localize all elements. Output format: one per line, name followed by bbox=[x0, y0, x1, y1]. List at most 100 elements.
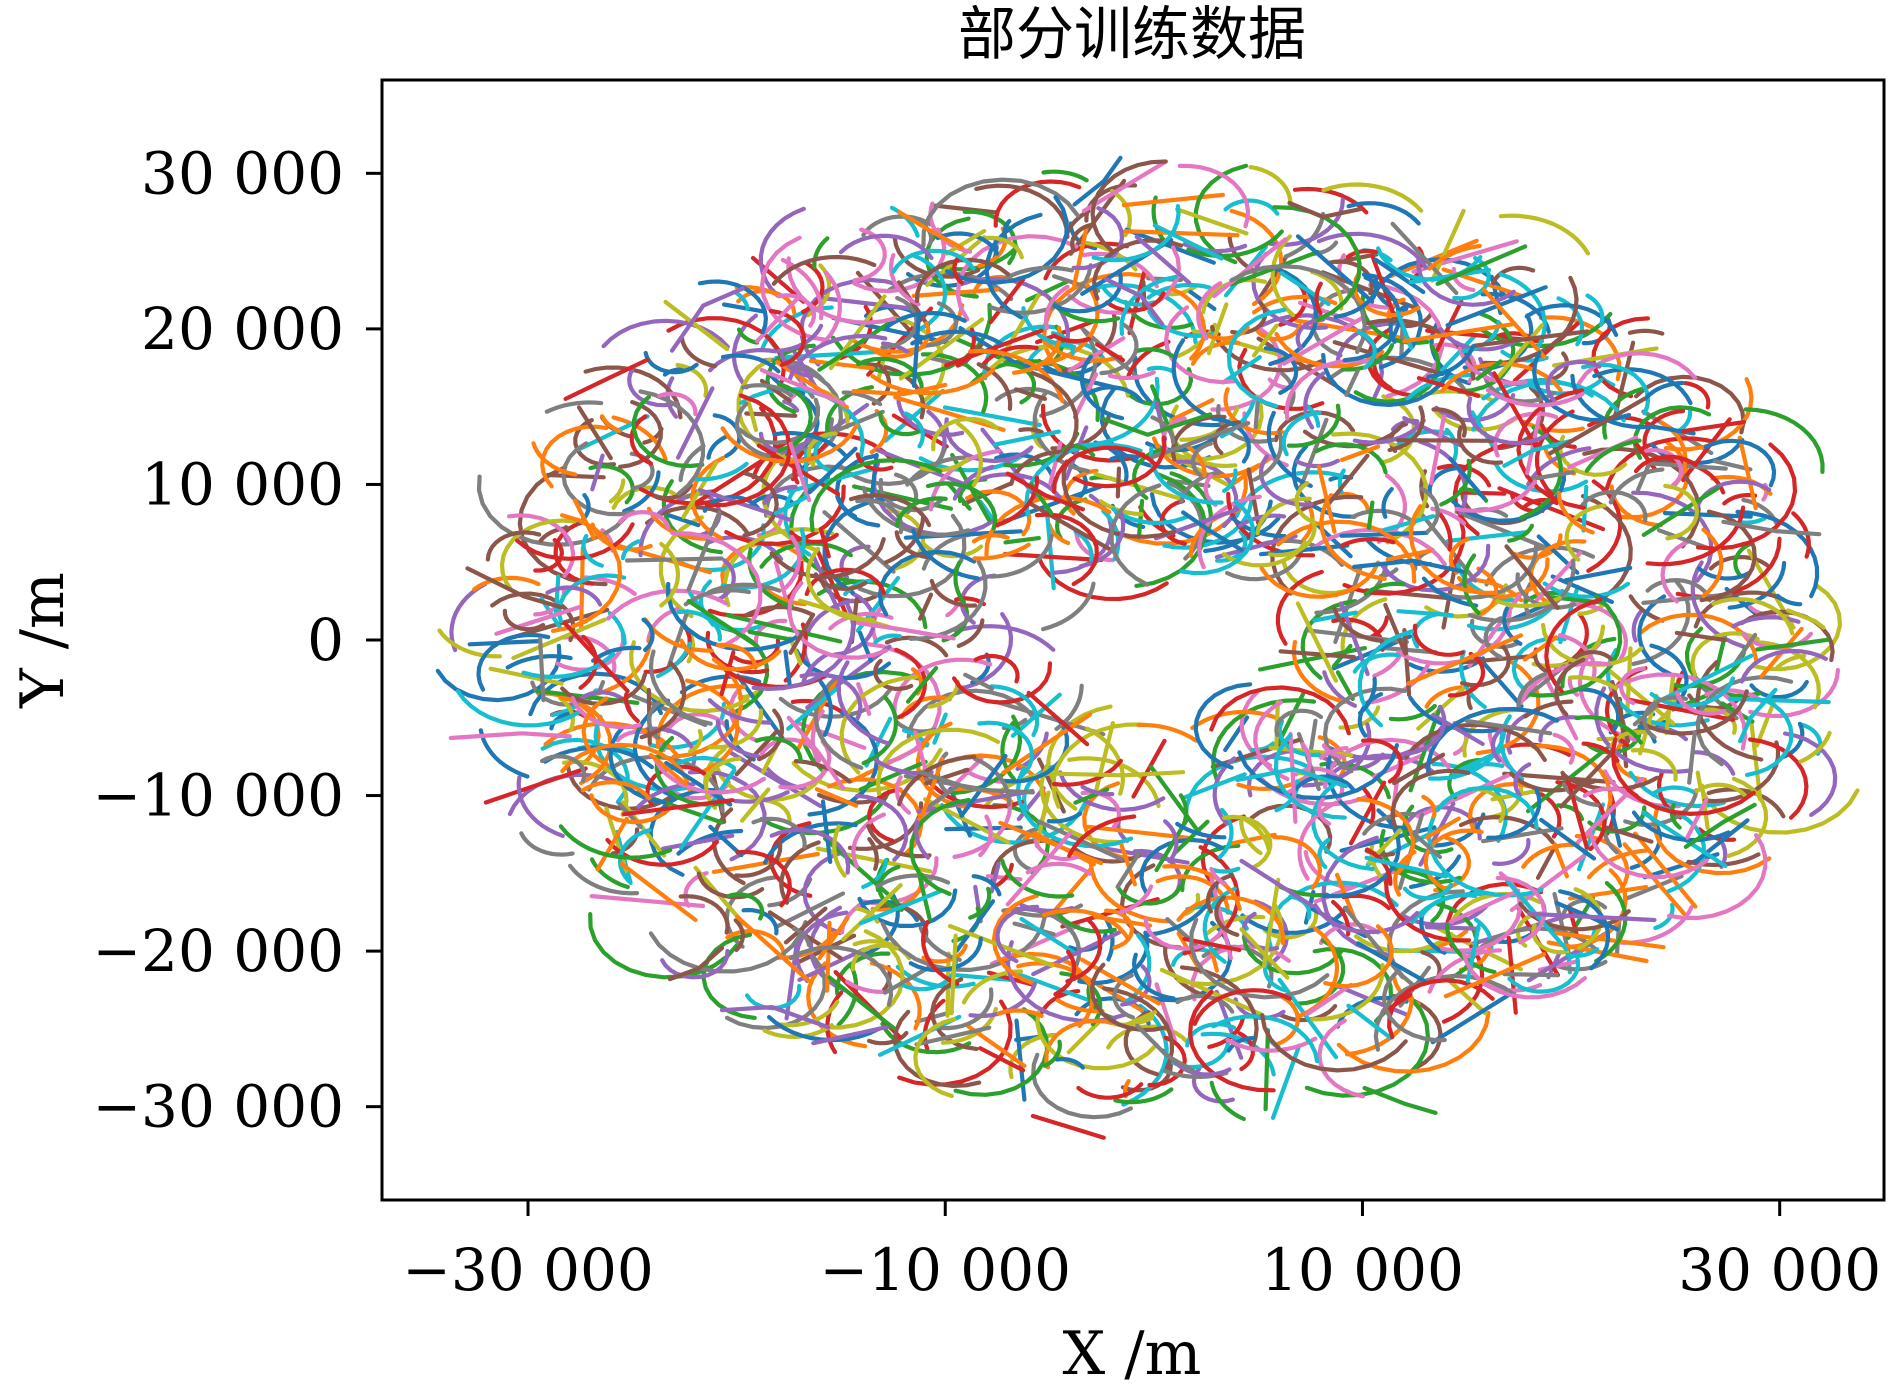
trajectory-segment bbox=[1416, 682, 1471, 731]
trajectory-arc bbox=[1434, 393, 1516, 423]
trajectory-arc bbox=[776, 382, 813, 453]
trajectory-segment bbox=[686, 510, 722, 592]
series-line bbox=[1785, 608, 1826, 630]
trajectory-arc bbox=[1493, 411, 1559, 458]
trajectory-arc bbox=[1798, 730, 1832, 764]
trajectory-arc bbox=[1209, 866, 1227, 886]
trajectory-arc bbox=[1630, 747, 1678, 782]
trajectory-arc bbox=[1294, 774, 1356, 792]
trajectory-arc bbox=[889, 253, 921, 307]
trajectory-arc bbox=[540, 424, 609, 489]
trajectory-arc bbox=[1584, 438, 1642, 473]
trajectory-segment bbox=[590, 453, 605, 492]
trajectory-arc bbox=[1694, 782, 1747, 798]
trajectory-arc bbox=[734, 839, 783, 878]
trajectory-arc bbox=[1237, 513, 1287, 528]
trajectory-arc bbox=[1085, 726, 1125, 796]
series-line bbox=[669, 286, 745, 353]
trajectory-arc bbox=[1037, 358, 1102, 376]
trajectory-segment bbox=[1288, 731, 1298, 824]
trajectory-arc bbox=[778, 687, 893, 719]
trajectory-arc bbox=[955, 234, 1079, 322]
trajectory-arc bbox=[873, 633, 902, 645]
trajectory-segment bbox=[1395, 438, 1495, 443]
trajectory-arc bbox=[1273, 995, 1300, 1047]
trajectory-segment bbox=[1633, 831, 1698, 909]
trajectory-arc bbox=[875, 727, 1001, 796]
trajectory-arc bbox=[1222, 468, 1238, 493]
trajectory-segment bbox=[1454, 509, 1547, 550]
trajectory-arc bbox=[1726, 776, 1769, 858]
trajectory-arc bbox=[1179, 499, 1255, 576]
trajectory-arc bbox=[1107, 370, 1156, 381]
trajectory-segment bbox=[666, 609, 690, 669]
trajectory-arc bbox=[1518, 661, 1612, 705]
trajectory-arc bbox=[652, 756, 767, 795]
trajectory-arc bbox=[1427, 465, 1466, 498]
trajectory-segment bbox=[1559, 749, 1616, 809]
trajectory-segment bbox=[1348, 780, 1387, 846]
series-line bbox=[448, 731, 572, 741]
trajectory-arc bbox=[629, 414, 653, 466]
trajectory-arc bbox=[1121, 1003, 1169, 1107]
trajectory-arc bbox=[1206, 325, 1250, 341]
trajectory-segment bbox=[1642, 852, 1720, 880]
trajectory-arc bbox=[715, 642, 758, 670]
trajectory-segment bbox=[666, 513, 701, 528]
trajectory-segment bbox=[1119, 843, 1137, 887]
trajectory-arc bbox=[660, 948, 730, 980]
trajectory-arc bbox=[1591, 316, 1650, 399]
trajectory-arc bbox=[1151, 195, 1170, 247]
trajectory-arc bbox=[1507, 523, 1535, 543]
trajectory-arc bbox=[1041, 908, 1130, 941]
trajectory-arc bbox=[787, 580, 889, 660]
trajectory-arc bbox=[631, 394, 705, 469]
trajectory-arc bbox=[975, 472, 1062, 500]
trajectory-arc bbox=[880, 341, 913, 357]
series-segment bbox=[1005, 830, 1073, 907]
trajectory-arc bbox=[1574, 715, 1643, 745]
trajectory-arc bbox=[1579, 490, 1648, 523]
trajectory-arc bbox=[1303, 371, 1326, 430]
trajectory-arc bbox=[715, 719, 761, 759]
trajectory-arc bbox=[657, 391, 698, 417]
trajectory-segment bbox=[1183, 772, 1247, 800]
trajectory-arc bbox=[861, 695, 898, 766]
trajectory-segment bbox=[788, 441, 812, 503]
series-line bbox=[1239, 927, 1290, 980]
trajectory-arc bbox=[1572, 687, 1621, 732]
trajectory-segment bbox=[1382, 514, 1436, 532]
trajectory-arc bbox=[1461, 950, 1587, 1000]
trajectory-segment bbox=[1674, 630, 1728, 643]
trajectory-segment bbox=[773, 495, 808, 516]
trajectory-arc bbox=[841, 390, 883, 407]
trajectory-arc bbox=[952, 255, 964, 285]
trajectory-arc bbox=[627, 366, 680, 408]
trajectory-arc bbox=[1163, 819, 1179, 864]
trajectory-arc bbox=[1162, 492, 1254, 550]
trajectory-segment bbox=[1429, 414, 1447, 486]
trajectory-arc bbox=[1270, 234, 1296, 318]
series-line bbox=[667, 945, 725, 982]
trajectory-arc bbox=[1380, 543, 1491, 593]
trajectory-arc bbox=[909, 798, 971, 896]
trajectory-arc bbox=[736, 327, 759, 345]
trajectory-segment bbox=[726, 613, 843, 644]
trajectory-arc bbox=[581, 696, 610, 767]
trajectory-arc bbox=[1042, 1039, 1062, 1068]
trajectory-arc bbox=[1447, 651, 1486, 698]
x-tick-label: 30 000 bbox=[1678, 1236, 1881, 1304]
trajectory-arc bbox=[977, 720, 1034, 780]
trajectory-segment bbox=[948, 787, 973, 838]
trajectory-segment bbox=[1412, 831, 1443, 860]
trajectory-arc bbox=[1543, 445, 1577, 476]
trajectory-segment bbox=[1504, 544, 1560, 610]
trajectory-arc bbox=[1021, 306, 1077, 349]
trajectory-arc bbox=[1046, 811, 1083, 824]
series-segment bbox=[686, 599, 760, 649]
trajectory-arc bbox=[952, 464, 995, 501]
trajectory-segment bbox=[1031, 930, 1122, 977]
trajectory-arc bbox=[591, 645, 642, 663]
trajectory-segment bbox=[1465, 923, 1481, 984]
trajectory-arc bbox=[1294, 480, 1315, 524]
